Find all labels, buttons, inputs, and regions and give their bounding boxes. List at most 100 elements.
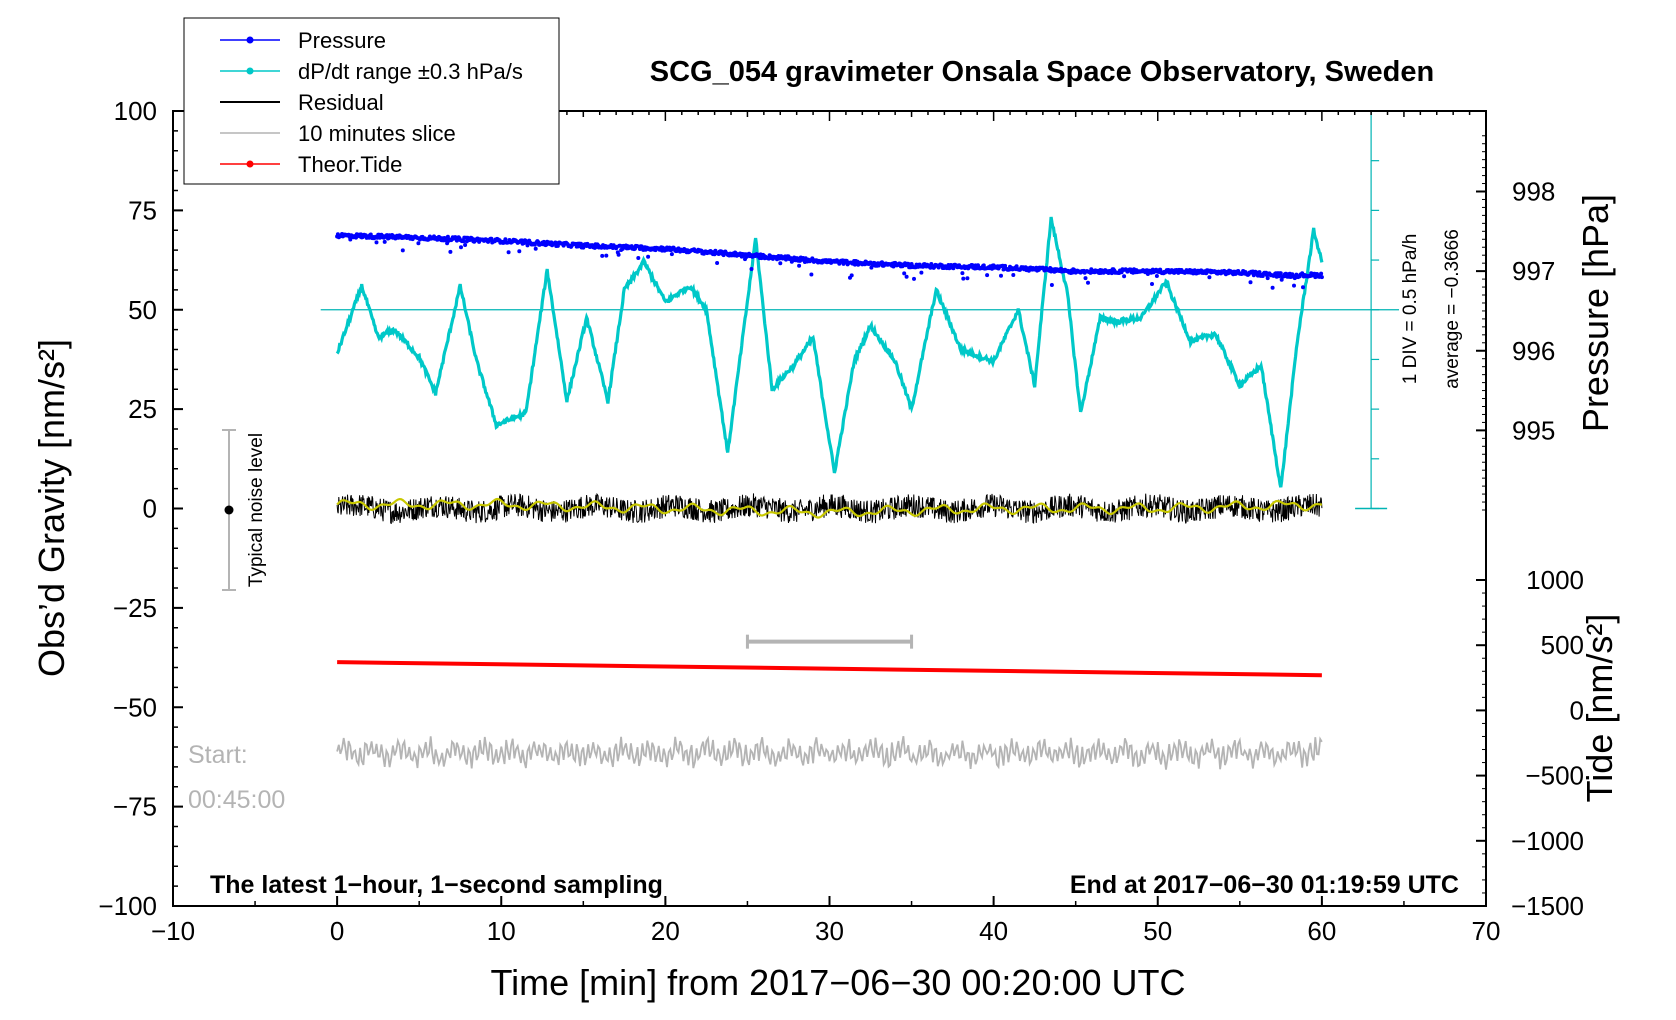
x-tick-label: 0 (330, 916, 344, 946)
pressure-point (985, 273, 990, 278)
tide-tick-label: −500 (1525, 761, 1584, 791)
x-axis-title: Time [min] from 2017−06−30 00:20:00 UTC (490, 962, 1185, 1003)
pressure-point (400, 248, 405, 253)
legend-marker (246, 36, 254, 44)
y-tick-label: 100 (114, 96, 157, 126)
pressure-point (517, 249, 522, 254)
pressure-point (1207, 275, 1212, 280)
noise-label: Typical noise level (246, 433, 267, 587)
residual-line (336, 492, 1323, 525)
residual-smoothed-line (336, 497, 1323, 519)
pressure-tick-label: 996 (1512, 336, 1555, 366)
pressure-point (600, 253, 605, 258)
legend-label: dP/dt range ±0.3 hPa/s (298, 59, 523, 84)
legend-marker (246, 67, 254, 75)
pressure-point (960, 271, 965, 276)
chart-title: SCG_054 gravimeter Onsala Space Observat… (650, 56, 1434, 88)
pressure-point (906, 261, 911, 266)
legend-label: Residual (298, 90, 384, 115)
pressure-point (961, 276, 966, 281)
pressure-point (1011, 273, 1016, 277)
pressure-point (849, 273, 854, 278)
pressure-point (459, 245, 463, 250)
tide-tick-label: −1500 (1511, 891, 1584, 921)
legend: Pressure dP/dt range ±0.3 hPa/s Residual 10… (183, 17, 560, 185)
pressure-point (1257, 270, 1262, 275)
noise-bar-center-dot (224, 505, 234, 515)
legend-marker (246, 160, 254, 168)
pressure-tick-label: 997 (1512, 256, 1555, 286)
pressure-tick-label: 998 (1512, 177, 1555, 207)
y-axis-title-tide: Tide [nm/s²] (1579, 614, 1620, 803)
tide-tick-label: 0 (1570, 695, 1584, 725)
pressure-point (981, 263, 986, 268)
pressure-point (1277, 274, 1282, 279)
slice-waveform (336, 735, 1323, 770)
pressure-point (1049, 283, 1054, 287)
pressure-point (1154, 274, 1159, 278)
pressure-point (533, 246, 538, 251)
dpdt-div-label: 1 DIV = 0.5 hPa/h (1400, 234, 1421, 385)
y-tick-label: −25 (113, 593, 157, 623)
x-tick-label: 20 (651, 916, 680, 946)
y-axis-title-left: Obs’d Gravity [nm/s²] (31, 339, 72, 677)
dpdt-line (335, 216, 1324, 488)
y-tick-label: 75 (128, 195, 157, 225)
x-tick-label: 30 (815, 916, 844, 946)
x-tick-label: 10 (487, 916, 516, 946)
pressure-point (919, 270, 924, 275)
pressure-point (463, 243, 468, 247)
tide-line (337, 660, 1322, 678)
y-tick-label: −100 (98, 891, 157, 921)
pressure-point (902, 271, 907, 276)
pressure-point (999, 273, 1003, 278)
pressure-point (461, 239, 466, 244)
pressure-point (616, 252, 621, 257)
pressure-series (335, 232, 1324, 290)
axis-layer: −10 0 10 20 30 40 50 60 70−100−75−50−25025507510… (98, 96, 1584, 946)
pressure-tick-label: 995 (1512, 415, 1555, 445)
x-tick-label: 40 (979, 916, 1008, 946)
pressure-point (749, 267, 754, 271)
legend-label: Pressure (298, 28, 386, 53)
x-tick-label: 70 (1472, 916, 1501, 946)
pressure-point (715, 261, 720, 265)
plot-data-layer (320, 110, 1400, 770)
pressure-point (646, 254, 651, 259)
footer-left: The latest 1−hour, 1−second sampling (210, 871, 663, 899)
pressure-point (1122, 274, 1127, 279)
tide-tick-label: 1000 (1526, 565, 1584, 595)
footer-right: End at 2017−06−30 01:19:59 UTC (1070, 871, 1459, 899)
pressure-point (503, 237, 508, 242)
legend-label: Theor.Tide (298, 152, 402, 177)
x-tick-label: 50 (1143, 916, 1172, 946)
pressure-point (904, 274, 909, 279)
pressure-point (604, 253, 609, 258)
x-tick-label: 60 (1307, 916, 1336, 946)
pressure-point (1279, 277, 1284, 282)
pressure-point (1319, 271, 1324, 276)
start-label: Start: (188, 741, 248, 769)
pressure-point (809, 272, 814, 277)
pressure-point (506, 250, 511, 255)
pressure-point (1265, 276, 1270, 281)
pressure-point (1278, 271, 1283, 276)
pressure-point (778, 261, 783, 266)
pressure-point (1083, 276, 1088, 281)
pressure-point (1150, 282, 1154, 286)
pressure-point (348, 237, 353, 242)
pressure-point (951, 266, 956, 271)
pressure-point (1248, 280, 1253, 285)
pressure-point (448, 249, 453, 254)
y-tick-label: −50 (113, 692, 157, 722)
dpdt-average-label: average = −0.3666 (1442, 229, 1463, 389)
legend-label: 10 minutes slice (298, 121, 456, 146)
pressure-point (416, 241, 421, 246)
pressure-point (368, 232, 373, 237)
pressure-point (1086, 280, 1090, 285)
pressure-point (374, 240, 379, 245)
y-tick-label: 0 (143, 494, 157, 524)
y-axis-title-pressure: Pressure [hPa] (1575, 194, 1616, 432)
pressure-point (797, 263, 802, 268)
